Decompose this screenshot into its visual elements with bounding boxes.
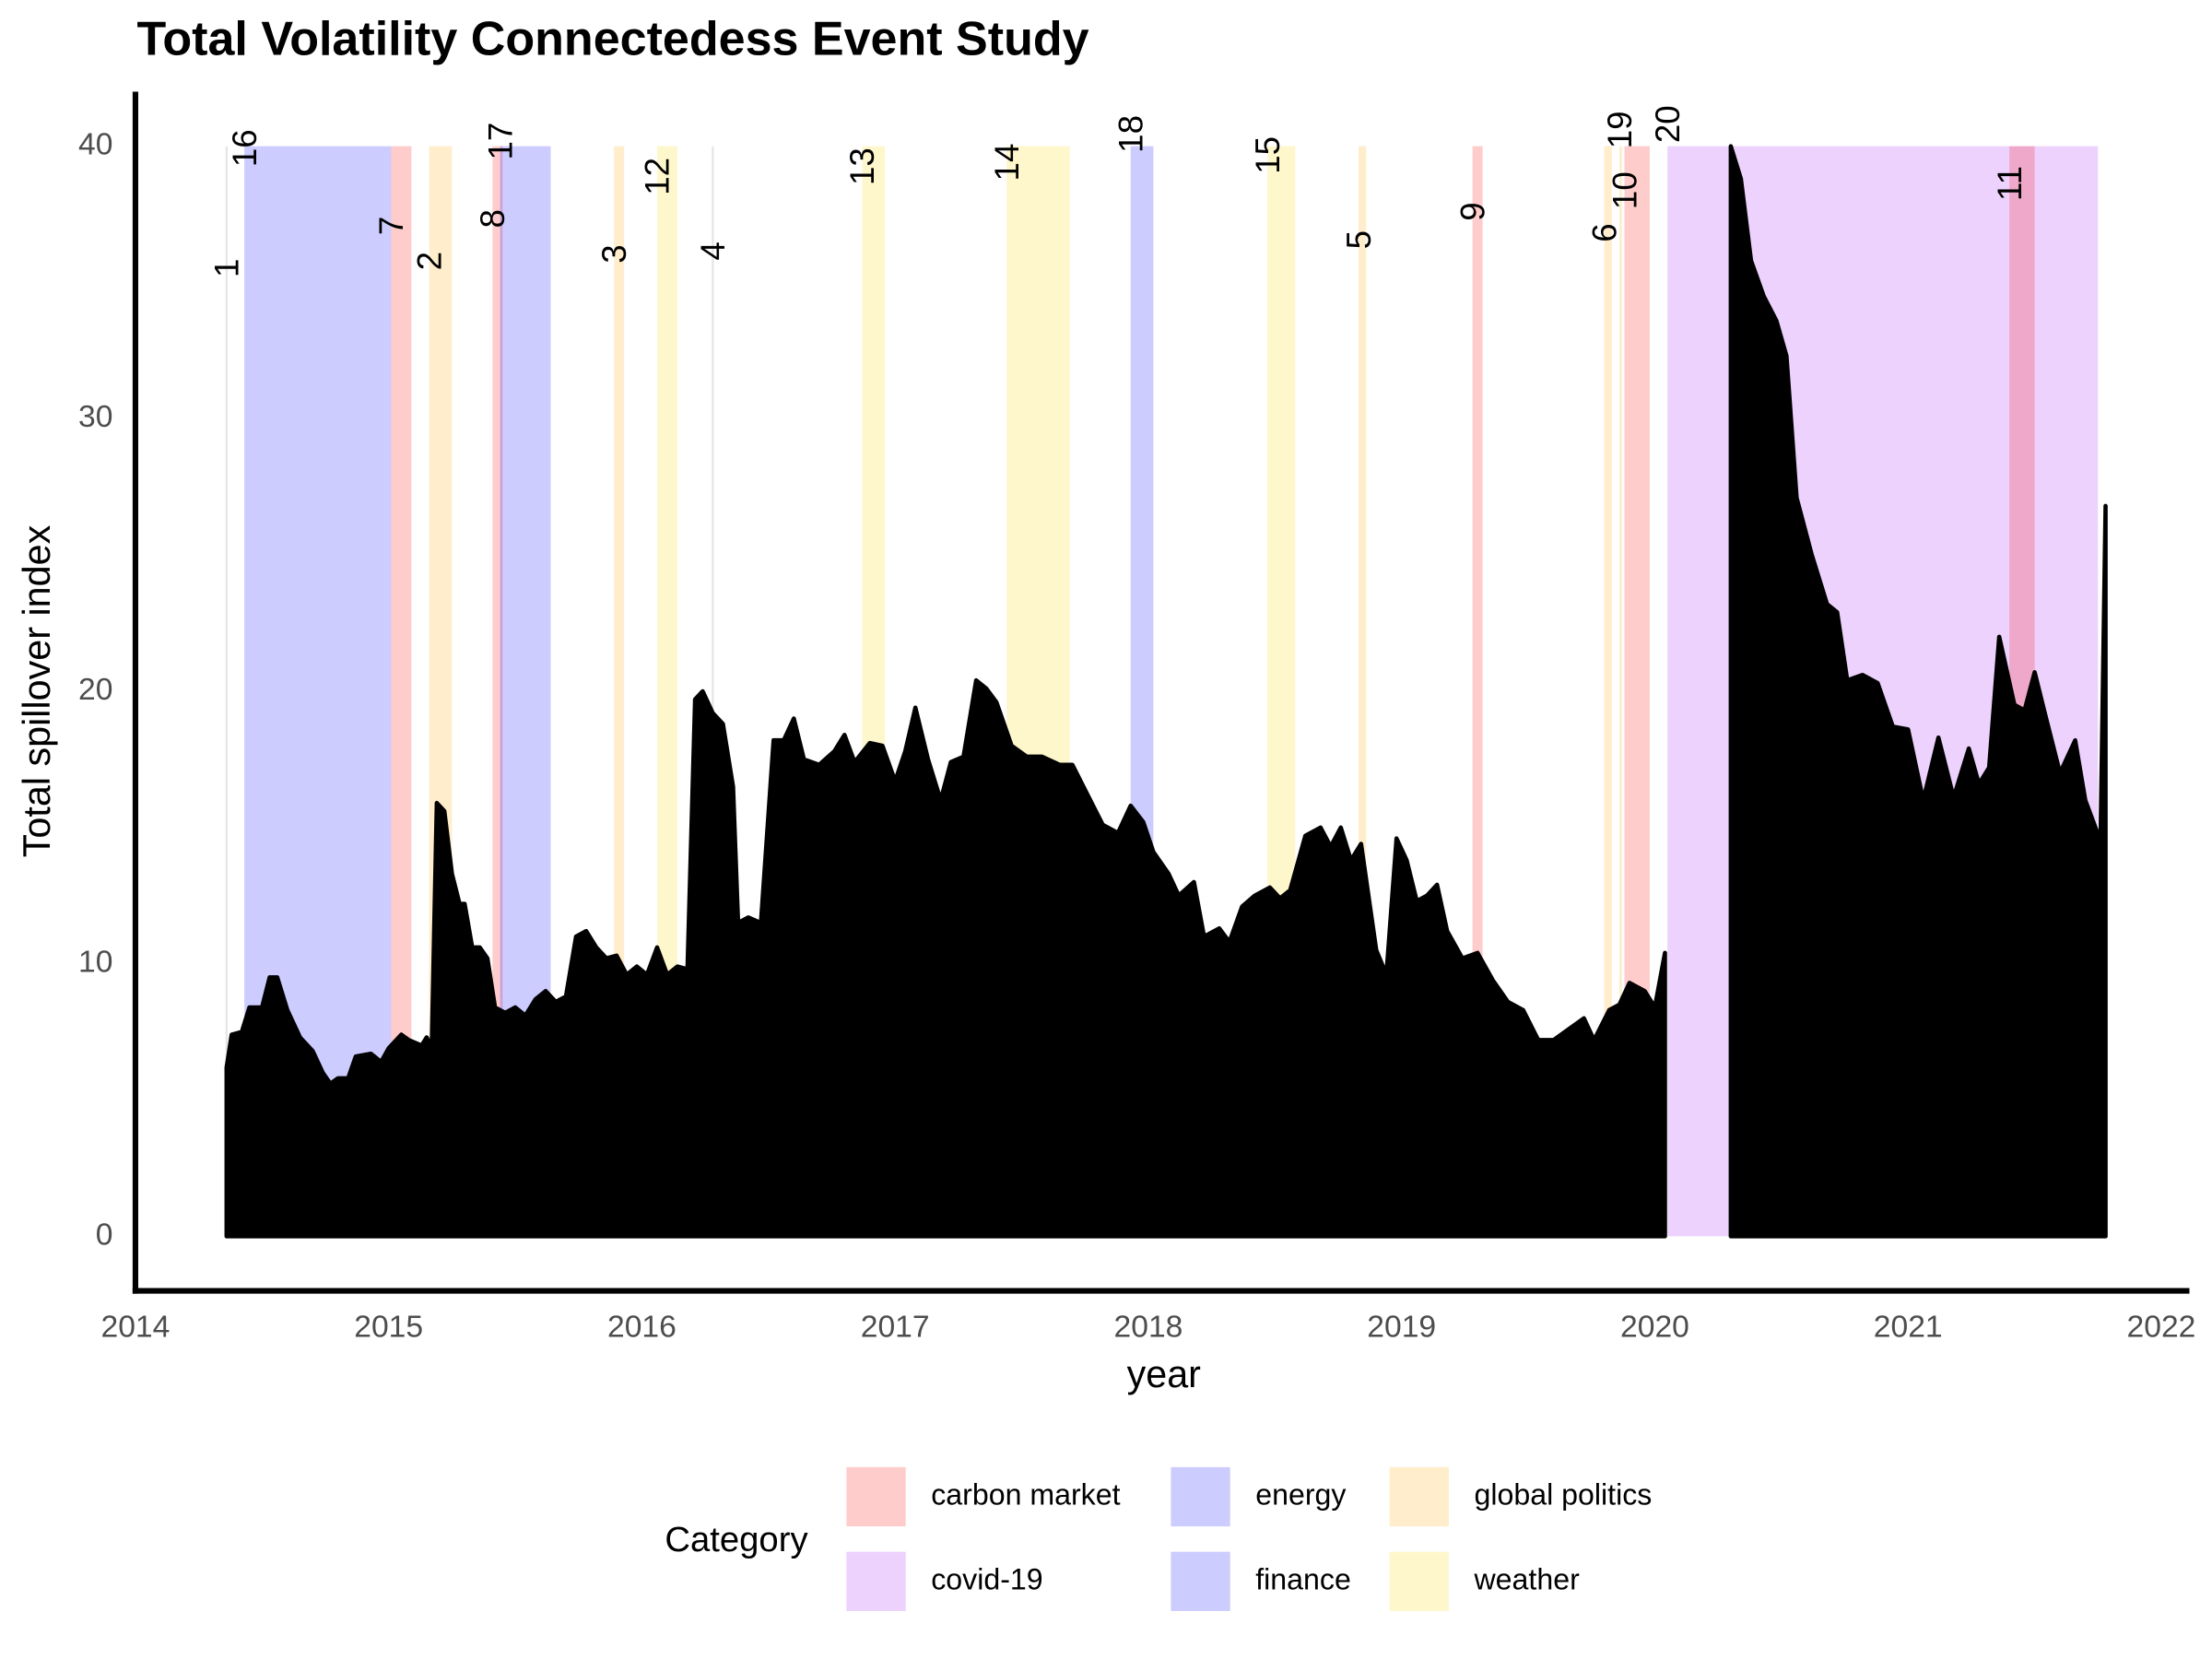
x-tick-label: 2019: [1367, 1311, 1436, 1345]
legend-swatch: [1389, 1551, 1449, 1611]
legend-label: energy: [1255, 1477, 1346, 1511]
event-band: [391, 146, 412, 1237]
event-label: 4: [694, 241, 732, 260]
event-band: [1359, 146, 1367, 1237]
event-label: 15: [1249, 136, 1287, 174]
legend-label: weather: [1473, 1562, 1580, 1595]
event-label: 18: [1112, 115, 1149, 153]
area: [224, 677, 1667, 1239]
event-band: [492, 146, 503, 1237]
event-label: 12: [639, 158, 677, 195]
legend-swatch: [846, 1551, 906, 1611]
x-tick-label: 2014: [101, 1311, 171, 1345]
x-tick-label: 2020: [1620, 1311, 1689, 1345]
legend-swatch: [1171, 1551, 1230, 1611]
x-tick-label: 2022: [2127, 1311, 2196, 1345]
x-axis-label: year: [1127, 1353, 1202, 1395]
x-tick-label: 2016: [607, 1311, 677, 1345]
event-label: 19: [1601, 111, 1639, 148]
y-tick-label: 0: [96, 1218, 113, 1252]
event-label: 8: [474, 209, 512, 228]
y-tick-label: 10: [78, 946, 112, 980]
event-label: 1: [208, 259, 246, 277]
legend-title: Category: [665, 1520, 808, 1559]
event-label: 14: [988, 144, 1026, 182]
event-label: 5: [1340, 230, 1378, 249]
plot-area: [224, 144, 2108, 1239]
chart-title: Total Volatility Connectedess Event Stud…: [136, 13, 1088, 66]
event-label: 13: [843, 147, 881, 185]
event-label: 3: [595, 244, 633, 263]
y-tick-label: 30: [78, 400, 112, 434]
event-label: 16: [226, 129, 264, 167]
x-tick-label: 2018: [1114, 1311, 1183, 1345]
event-band: [614, 146, 625, 1237]
legend-swatch: [846, 1466, 906, 1527]
event-label: 20: [1649, 105, 1687, 143]
x-tick-label: 2017: [861, 1311, 930, 1345]
legend-label: covid-19: [931, 1562, 1042, 1595]
event-label: 2: [410, 252, 448, 270]
legend-swatch: [1389, 1466, 1449, 1527]
y-axis-label: Total spillover index: [16, 524, 58, 857]
event-band: [1618, 146, 1622, 1237]
legend-label: carbon market: [931, 1477, 1120, 1511]
y-tick-label: 40: [78, 128, 112, 162]
legend-swatch: [1171, 1466, 1230, 1527]
legend-label: global politics: [1474, 1477, 1652, 1511]
y-tick-label: 20: [78, 673, 112, 707]
event-label: 9: [1453, 202, 1491, 220]
event-label: 17: [481, 123, 519, 160]
event-band: [1604, 146, 1612, 1237]
event-label: 6: [1585, 223, 1623, 241]
x-tick-label: 2015: [354, 1311, 423, 1345]
x-tick-label: 2021: [1874, 1311, 1943, 1345]
event-label: 7: [372, 217, 410, 235]
event-label: 10: [1606, 171, 1643, 209]
area: [1728, 144, 2108, 1239]
legend-label: finance: [1255, 1562, 1351, 1595]
event-label: 11: [1991, 166, 2029, 201]
event-band: [1472, 146, 1483, 1237]
